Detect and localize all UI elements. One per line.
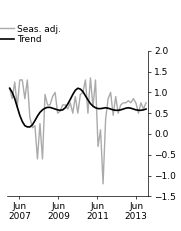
Trend: [26, 125, 28, 128]
Trend: [142, 109, 145, 111]
Seas. adj.: [59, 110, 61, 112]
Seas. adj.: [142, 108, 145, 110]
Seas. adj.: [34, 124, 36, 127]
Trend: [132, 108, 134, 110]
Legend: Seas. adj., Trend: Seas. adj., Trend: [0, 25, 61, 44]
Seas. adj.: [135, 101, 137, 104]
Trend: [9, 87, 11, 90]
Seas. adj.: [24, 97, 26, 100]
Seas. adj.: [9, 87, 11, 90]
Trend: [62, 109, 64, 111]
Seas. adj.: [89, 76, 92, 79]
Trend: [36, 115, 39, 118]
Line: Seas. adj.: Seas. adj.: [10, 78, 146, 184]
Line: Trend: Trend: [10, 88, 146, 127]
Seas. adj.: [102, 182, 104, 185]
Seas. adj.: [145, 101, 147, 104]
Trend: [44, 107, 46, 109]
Trend: [24, 124, 26, 127]
Seas. adj.: [41, 158, 44, 160]
Trend: [145, 108, 147, 110]
